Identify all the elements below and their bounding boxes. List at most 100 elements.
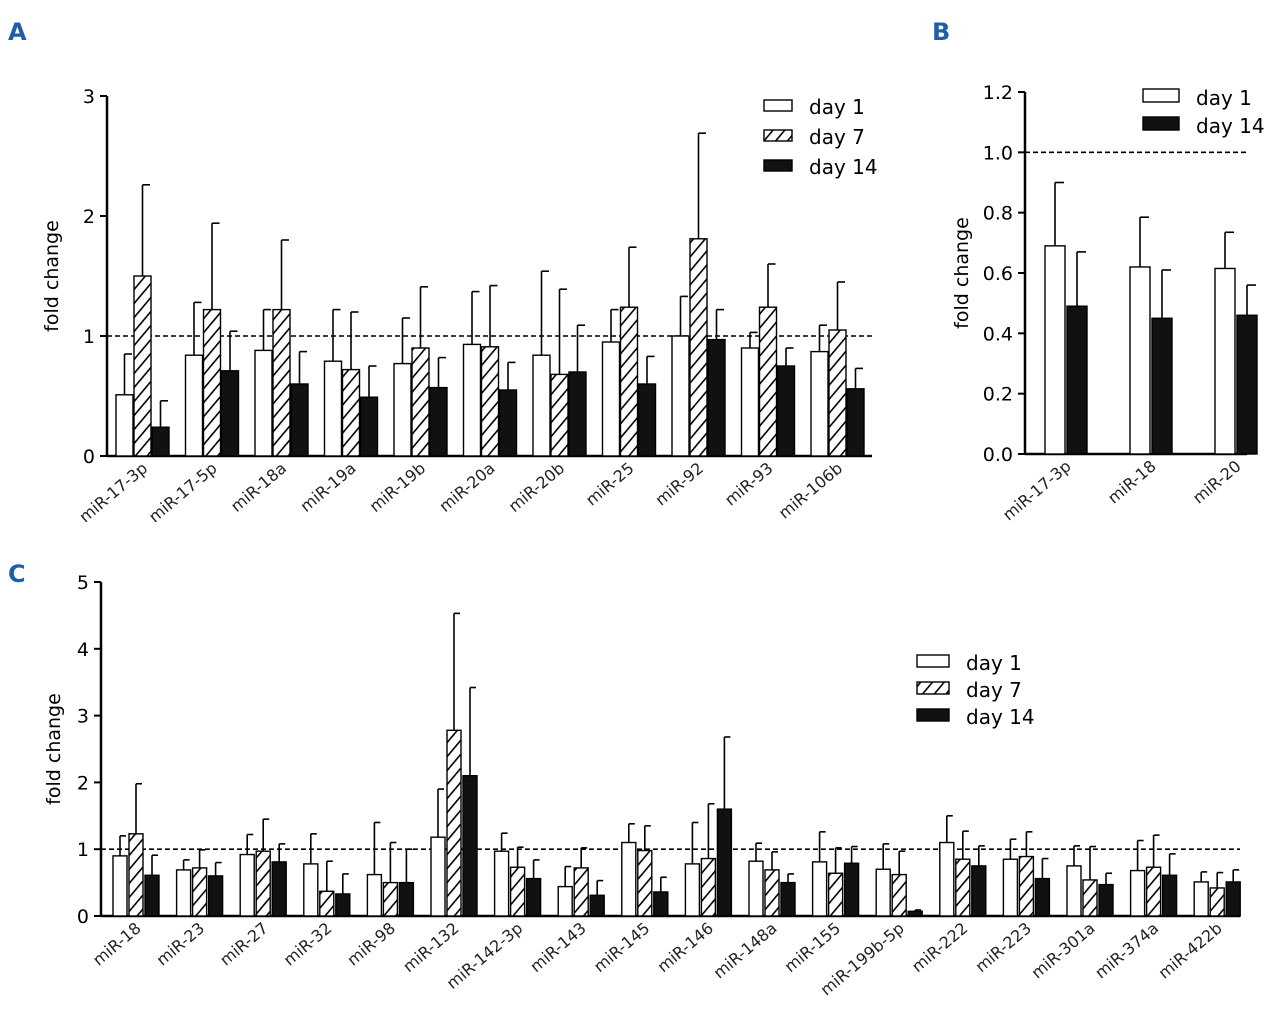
chart-a-x-tick-label: miR-106b — [775, 459, 846, 523]
chart-c-bar — [239, 853, 255, 917]
chart-a-bar — [758, 306, 778, 457]
chart-a-x-tick-label: miR-19b — [366, 459, 429, 516]
chart-c-bar — [939, 841, 955, 917]
chart-c-bar — [509, 866, 526, 917]
chart-a-x-tick-label: miR-18a — [227, 459, 290, 516]
chart-b-x-tick-label: miR-17-3p — [999, 457, 1075, 525]
chart-a-y-tick-label: 3 — [83, 86, 95, 108]
chart-a-bar — [689, 238, 708, 457]
chart-c-legend-label: day 1 — [966, 651, 1022, 675]
chart-a-y-tick-label: 2 — [83, 206, 95, 228]
chart-a-x-tick-label: miR-20b — [505, 459, 568, 516]
chart-c-y-tick-label: 2 — [77, 772, 89, 794]
chart-c-legend-swatch — [916, 681, 950, 695]
chart-c-bar — [382, 881, 399, 917]
chart-c-bar — [1161, 874, 1178, 917]
chart-a-bar — [202, 308, 222, 457]
chart-c-bar — [557, 885, 573, 917]
chart-c-x-tick-label: miR-32 — [280, 919, 336, 970]
chart-c-bar — [144, 874, 160, 917]
chart-a-x-tick-label: miR-93 — [721, 459, 777, 510]
chart-c-bar — [271, 861, 287, 917]
chart-c-bar — [430, 836, 446, 917]
chart-c-bar — [573, 867, 589, 917]
chart-c-bar — [1129, 869, 1146, 917]
chart-b: 0.0 0.2 0.4 0.6 0.8 1.0 1.2 fold change miR-17-3… — [951, 82, 1265, 524]
chart-a-bar — [254, 349, 273, 457]
chart-c-bar — [1034, 877, 1051, 917]
chart-a-legend-swatch — [763, 159, 793, 172]
chart-c-bar — [1066, 865, 1082, 917]
chart-c-bar — [1209, 887, 1225, 917]
chart-b-y-tick-label: 0.0 — [983, 444, 1013, 466]
chart-c-bar — [191, 867, 208, 917]
chart-a-x-tick-label: miR-17-3p — [75, 459, 151, 527]
chart-a-bar — [619, 306, 639, 457]
chart-c-x-tick-label: miR-422b — [1155, 919, 1226, 983]
chart-c-bar — [1018, 855, 1035, 917]
chart-c-bar — [827, 872, 844, 917]
chart-a-bar — [462, 343, 482, 457]
chart-a-legend-label: day 1 — [809, 95, 865, 119]
chart-a-y-axis-label: fold change — [41, 220, 63, 332]
chart-c-bar — [525, 877, 542, 917]
chart-c-bar — [207, 875, 224, 917]
chart-c-bar — [700, 857, 717, 917]
chart-a-bar — [810, 350, 829, 457]
chart-c-bar — [589, 894, 605, 917]
chart-a-bar — [480, 346, 500, 457]
chart-a-legend-swatch — [763, 129, 793, 142]
chart-c-x-tick-label: miR-23 — [153, 919, 209, 970]
chart-b-bar — [1214, 267, 1236, 455]
chart-a-x-tick-label: miR-92 — [651, 459, 707, 510]
chart-a-bar — [411, 347, 430, 457]
chart-c-bar — [780, 881, 796, 917]
chart-c-bar — [653, 891, 669, 917]
chart-c-x-tick-label: miR-27 — [216, 919, 272, 970]
chart-c-y-axis-label: fold change — [43, 693, 65, 805]
chart-c-bar — [175, 869, 192, 917]
chart-c-x-tick-label: miR-222 — [908, 919, 971, 977]
chart-b-y-tick-label: 0.6 — [983, 263, 1013, 285]
chart-a-bar — [532, 354, 551, 457]
chart-a-legend-label: day 14 — [809, 155, 878, 179]
chart-c-bar — [493, 850, 510, 917]
chart-c-bar — [684, 863, 701, 917]
chart-a-bar — [568, 371, 587, 457]
chart-c-y-tick-label: 3 — [77, 706, 89, 728]
chart-c-bar — [1082, 879, 1098, 917]
chart-c-x-tick-label: miR-148a — [710, 919, 781, 983]
chart-a-bar — [707, 338, 726, 457]
chart-c-x-tick-label: miR-155 — [781, 919, 844, 977]
chart-a-bar — [272, 308, 291, 457]
chart-a-bar — [637, 383, 657, 457]
chart-c-bar — [319, 890, 335, 917]
chart-c-bar — [335, 893, 351, 917]
chart-a-bar — [740, 347, 760, 457]
chart-b-y-tick-label: 0.2 — [983, 384, 1013, 406]
chart-c-bar — [843, 862, 860, 917]
chart-a-legend-label: day 7 — [809, 125, 865, 149]
chart-c-legend-label: day 14 — [966, 705, 1035, 729]
chart-c-bar — [621, 841, 637, 917]
chart-c-bar — [446, 729, 462, 917]
chart-b-y-tick-label: 0.8 — [983, 203, 1013, 225]
chart-a-y-tick-label: 0 — [83, 446, 95, 468]
chart-a-bar — [133, 275, 152, 457]
chart-c-x-tick-label: miR-18 — [89, 919, 145, 970]
chart-a-bar — [393, 362, 412, 457]
chart-a-bar — [323, 360, 343, 457]
chart-c-y-tick-label: 1 — [77, 839, 89, 861]
chart-a-bar — [498, 389, 518, 457]
chart-a-bar — [776, 365, 796, 457]
chart-c-x-tick-label: miR-145 — [590, 919, 653, 977]
chart-a-bar — [115, 394, 134, 457]
chart-c-bar — [811, 861, 828, 917]
chart-a-bar — [151, 426, 170, 457]
panel-letter-b: B — [932, 18, 950, 46]
chart-c-x-tick-label: miR-98 — [343, 919, 399, 970]
chart-a-bar — [220, 370, 240, 457]
